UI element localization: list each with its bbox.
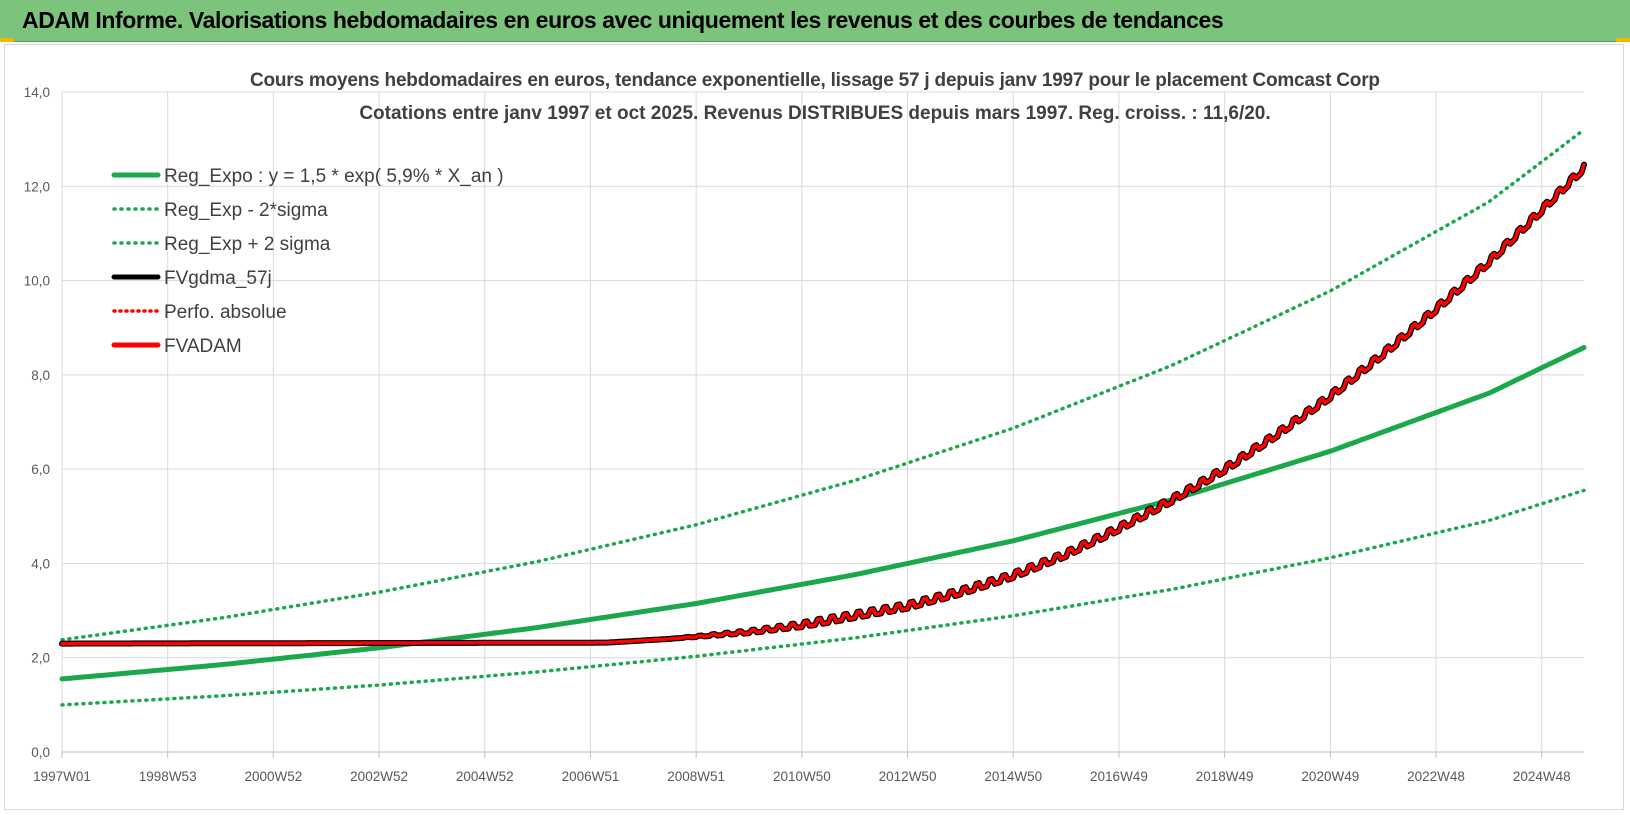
chart-title-line-1: Cours moyens hebdomadaires en euros, ten… [250,70,1380,91]
x-tick-label: 2018W49 [1196,769,1254,784]
chart-legend: Reg_Expo : y = 1,5 * exp( 5,9% * X_an ) R… [111,166,504,357]
x-tick-label: 2000W52 [244,769,302,784]
chart-grid [61,91,1584,752]
x-tick-label: 1998W53 [139,769,197,784]
x-tick-label: 2008W51 [667,769,725,784]
series-line-0 [59,345,1587,682]
page-title: ADAM Informe. Valorisations hebdomadaire… [22,7,1224,33]
y-tick-label: 14,0 [24,85,50,100]
legend-label-5: FVADAM [164,336,242,357]
x-tick-label: 2022W48 [1407,769,1465,784]
chart-frame [4,44,1624,810]
y-tick-label: 12,0 [24,179,50,194]
series-line-2 [60,127,1586,642]
x-tick-label: 2024W48 [1513,769,1571,784]
x-tick-label: 2012W50 [879,769,937,784]
legend-label-3: FVgdma_57j [164,268,272,289]
page-header: ADAM Informe. Valorisations hebdomadaire… [0,0,1630,42]
corner-mark-left [0,38,14,42]
x-tick-label: 2002W52 [350,769,408,784]
y-tick-label: 8,0 [31,368,50,383]
x-tick-label: 2004W52 [456,769,514,784]
y-axis-ticks: 0,0 2,0 4,0 6,0 8,0 10,0 12,0 14,0 [24,85,50,760]
x-tick-label: 2014W50 [984,769,1042,784]
x-tick-label: 2016W49 [1090,769,1148,784]
y-tick-label: 0,0 [31,745,50,760]
series-line-1 [60,488,1586,707]
y-tick-label: 10,0 [24,274,50,289]
x-tick-label: 2010W50 [773,769,831,784]
legend-label-1: Reg_Exp - 2*sigma [164,200,328,221]
chart-title: Cours moyens hebdomadaires en euros, ten… [250,70,1380,124]
legend-label-2: Reg_Exp + 2 sigma [164,234,331,255]
y-tick-label: 2,0 [31,651,50,666]
legend-label-0: Reg_Expo : y = 1,5 * exp( 5,9% * X_an ) [164,166,504,187]
series-line-5 [60,162,1586,646]
x-tick-label: 1997W01 [33,769,91,784]
corner-mark-right [1616,38,1630,42]
x-tick-label: 2020W49 [1301,769,1359,784]
chart-title-line-2: Cotations entre janv 1997 et oct 2025. R… [359,103,1270,124]
x-axis-ticks: 1997W01 1998W53 2000W52 2002W52 2004W52 2006W… [33,752,1571,784]
y-tick-label: 6,0 [31,462,50,477]
y-tick-label: 4,0 [31,556,50,571]
chart-series [59,127,1587,707]
x-tick-label: 2006W51 [562,769,620,784]
legend-label-4: Perfo. absolue [164,302,287,323]
